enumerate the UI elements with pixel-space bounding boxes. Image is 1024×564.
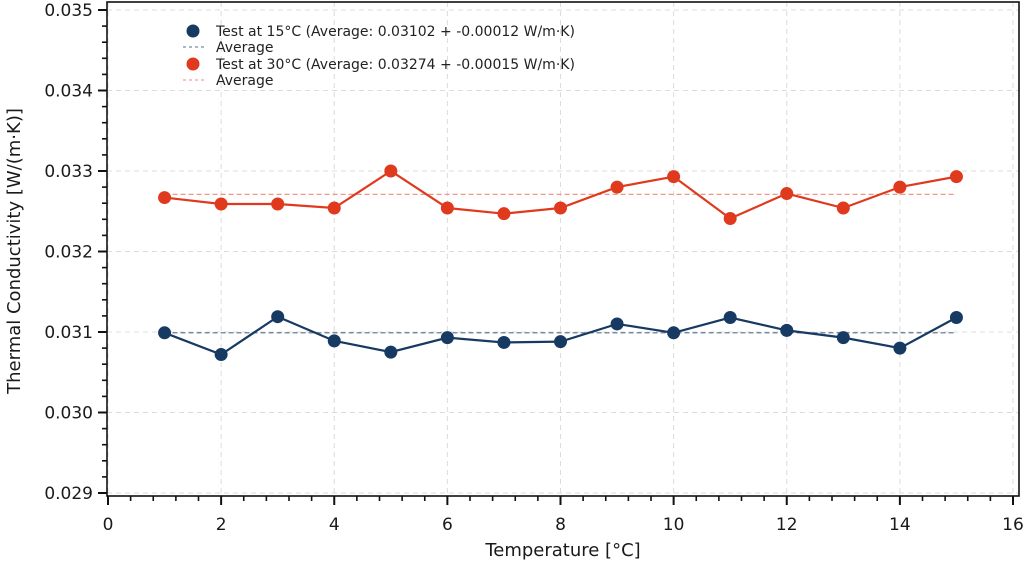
data-point (780, 323, 794, 337)
data-point (610, 317, 624, 331)
data-point (949, 170, 963, 184)
data-point (893, 180, 907, 194)
y-tick-label: 0.031 (44, 323, 93, 343)
y-tick-label: 0.029 (44, 484, 93, 504)
series-group (158, 164, 963, 362)
x-tick-label: 16 (1002, 515, 1024, 535)
legend-marker-15c (186, 24, 200, 38)
y-axis-title: Thermal Conductivity [W/(m·K)] (4, 108, 25, 395)
series-1 (158, 164, 963, 225)
data-point (497, 207, 511, 221)
data-point (723, 211, 737, 225)
x-tick-labels: 0 2 4 6 8 10 12 14 16 (103, 515, 1024, 535)
x-tick-label: 8 (555, 515, 566, 535)
series-0 (158, 310, 963, 362)
data-point (384, 164, 398, 178)
legend-average-label-15c: Average (216, 40, 274, 56)
data-point (667, 170, 681, 184)
legend: Test at 15°C (Average: 0.03102 + -0.0001… (183, 24, 575, 89)
x-tick-label: 6 (442, 515, 453, 535)
data-point (271, 310, 285, 324)
legend-marker-30c (186, 57, 200, 71)
data-point (158, 326, 172, 340)
x-tick-label: 12 (776, 515, 798, 535)
x-tick-label: 0 (103, 515, 114, 535)
axis-ticks (98, 9, 1014, 505)
data-point (554, 201, 567, 215)
data-point (667, 326, 681, 340)
x-tick-label: 14 (889, 515, 911, 535)
data-point (836, 331, 850, 345)
data-point (327, 334, 341, 348)
y-tick-label: 0.030 (44, 404, 93, 424)
y-tick-label: 0.032 (44, 243, 93, 263)
data-point (610, 180, 624, 194)
legend-label-30c: Test at 30°C (Average: 0.03274 + -0.0001… (215, 57, 575, 73)
data-point (327, 201, 341, 215)
data-point (497, 335, 511, 349)
data-point (836, 201, 850, 215)
data-point (893, 341, 907, 355)
x-tick-label: 4 (329, 515, 340, 535)
data-point (384, 345, 398, 359)
data-point (949, 311, 963, 325)
data-point (440, 331, 454, 345)
plot-frame (106, 1, 1020, 497)
y-tick-label: 0.035 (44, 1, 93, 21)
data-point (158, 191, 172, 205)
x-tick-label: 10 (663, 515, 685, 535)
data-point (780, 187, 794, 201)
legend-average-label-30c: Average (216, 73, 274, 89)
y-tick-label: 0.034 (44, 82, 93, 102)
data-point (214, 348, 228, 362)
data-point (554, 335, 567, 349)
legend-label-15c: Test at 15°C (Average: 0.03102 + -0.0001… (215, 24, 575, 40)
y-tick-label: 0.033 (44, 162, 93, 182)
data-point (214, 197, 228, 211)
average-lines (164, 193, 957, 334)
data-point (271, 197, 285, 211)
grid (107, 2, 1019, 496)
y-tick-labels: 0.029 0.030 0.031 0.032 0.033 0.034 0.035 (44, 1, 93, 504)
x-axis-title: Temperature [°C] (484, 540, 640, 561)
data-point (723, 311, 737, 325)
x-tick-label: 2 (216, 515, 227, 535)
data-point (440, 201, 454, 215)
